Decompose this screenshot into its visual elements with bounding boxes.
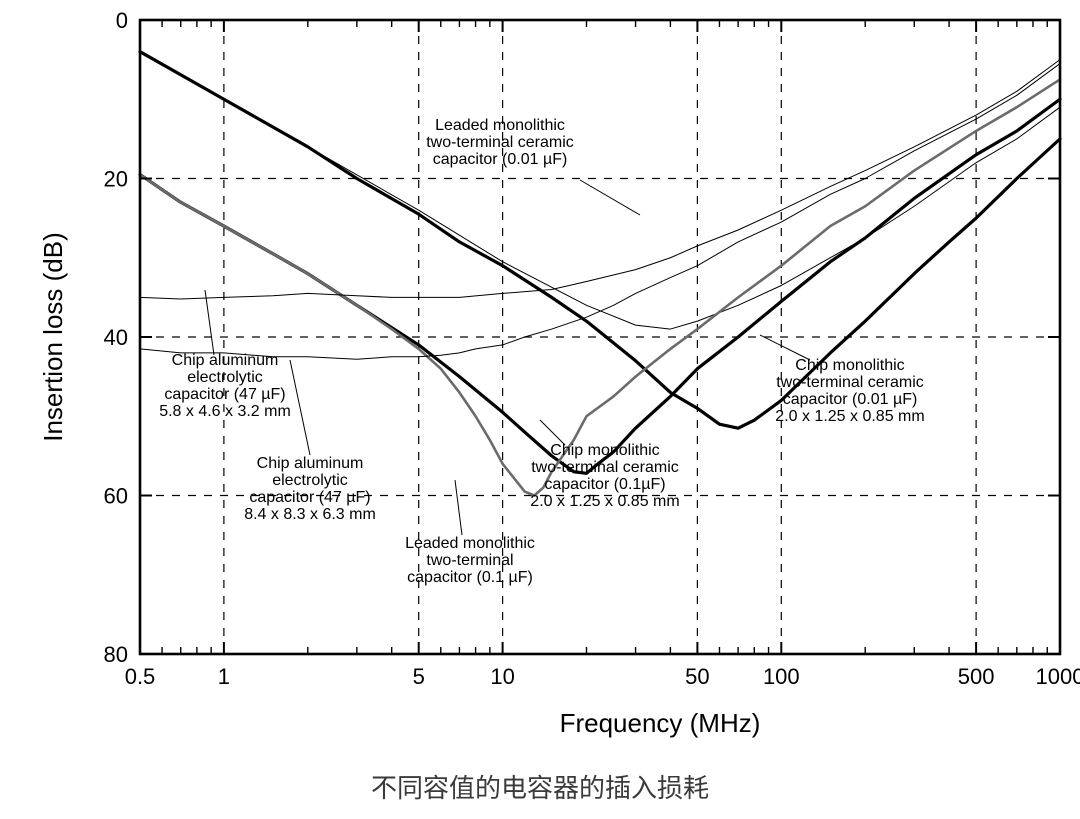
- x-axis-label: Frequency (MHz): [560, 708, 761, 738]
- x-tick-label: 100: [763, 664, 800, 689]
- x-tick-label: 0.5: [125, 664, 156, 689]
- insertion-loss-chart: 0.5 1 5 10 50 100 500 1000 0 20 40 60 80 Frequency (M…: [0, 0, 1080, 819]
- annotation-text: capacitor (0.1 µF): [407, 569, 533, 586]
- annotation-text: 2.0 x 1.25 x 0.85 mm: [775, 408, 924, 425]
- x-tick-label: 10: [490, 664, 514, 689]
- annotation-text: Leaded monolithic: [405, 535, 535, 552]
- annotation-text: 8.4 x 8.3 x 6.3 mm: [244, 506, 376, 523]
- y-tick-label: 60: [104, 484, 128, 509]
- figure-caption: 不同容值的电容器的插入损耗: [371, 774, 709, 803]
- y-axis-label: Insertion loss (dB): [38, 232, 68, 442]
- annotation-text: capacitor (0.1µF): [544, 476, 665, 493]
- annotation-text: electrolytic: [272, 472, 348, 489]
- annotation-text: capacitor (0.01 µF): [433, 151, 568, 168]
- x-tick-label: 5: [413, 664, 425, 689]
- annotation-text: Chip aluminum: [172, 352, 279, 369]
- x-tick-label: 50: [685, 664, 709, 689]
- x-tick-label: 1000: [1036, 664, 1080, 689]
- annotation-text: electrolytic: [187, 369, 263, 386]
- y-tick-label: 20: [104, 167, 128, 192]
- y-tick-label: 40: [104, 325, 128, 350]
- annotation-text: Chip monolithic: [550, 442, 659, 459]
- y-tick-label: 80: [104, 642, 128, 667]
- y-tick-label: 0: [116, 8, 128, 33]
- annotation-text: capacitor (47 µF): [164, 386, 285, 403]
- annotation-text: two-terminal ceramic: [531, 459, 679, 476]
- annotation-text: two-terminal ceramic: [776, 374, 924, 391]
- annotation-text: Chip monolithic: [795, 357, 904, 374]
- annotation-text: capacitor (47 µF): [249, 489, 370, 506]
- x-tick-label: 1: [218, 664, 230, 689]
- annotation-text: Chip aluminum: [257, 455, 364, 472]
- annotation-text: 5.8 x 4.6 x 3.2 mm: [159, 403, 291, 420]
- annotation-text: Leaded monolithic: [435, 117, 565, 134]
- x-tick-label: 500: [958, 664, 995, 689]
- annotation-text: capacitor (0.01 µF): [783, 391, 918, 408]
- annotation-text: two-terminal: [426, 552, 513, 569]
- annotation-text: two-terminal ceramic: [426, 134, 574, 151]
- annotation-text: 2.0 x 1.25 x 0.85 mm: [530, 493, 679, 510]
